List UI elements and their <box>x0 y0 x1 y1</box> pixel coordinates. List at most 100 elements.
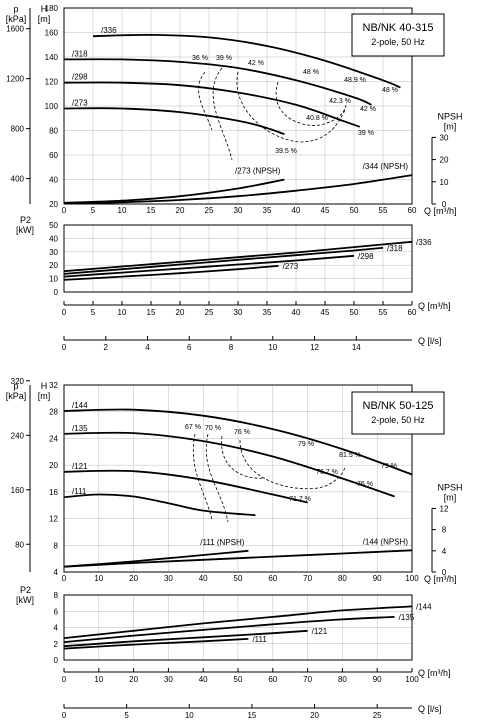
chart1-head-yunit: [m] <box>38 14 51 24</box>
chart1-npsh-tick: 0 <box>442 200 447 209</box>
chart1-subtitle: 2-pole, 50 Hz <box>371 37 425 47</box>
chart1-efficiency-label: 39.5 % <box>275 148 297 155</box>
chart1-q-tick: 60 <box>408 308 417 317</box>
chart1-head-ylabel: H <box>41 4 48 14</box>
chart2-power-series-label: /121 <box>312 627 328 636</box>
chart2-npsh-tick: 8 <box>442 526 447 535</box>
chart2-ls-tick: 25 <box>373 711 382 720</box>
chart2-q-tick: 80 <box>338 675 347 684</box>
chart1-head-xtick: 20 <box>176 206 185 215</box>
chart2-power-yunit: [kW] <box>16 595 34 605</box>
chart1-q-tick: 25 <box>205 308 214 317</box>
chart1-head-curve-336 <box>92 33 401 89</box>
chart2-efficiency-label: 67 % <box>185 424 201 431</box>
chart2-ls-tick: 5 <box>124 711 129 720</box>
chart1-power-ytick: 40 <box>49 234 58 243</box>
chart2-head-xtick: 70 <box>303 574 312 583</box>
chart1-power-series-label: /336 <box>416 238 432 247</box>
chart1-head-xtick: 15 <box>147 206 156 215</box>
chart1-ls-tick: 10 <box>268 343 277 352</box>
chart2-title: NB/NK 50-125 <box>363 400 434 412</box>
chart2-subtitle: 2-pole, 50 Hz <box>371 415 425 425</box>
chart2-head-xtick: 100 <box>405 574 419 583</box>
chart2-q-tick: 20 <box>129 675 138 684</box>
chart1-head-curve-318 <box>63 58 372 106</box>
chart1-efficiency-label: 48 % <box>303 69 319 76</box>
chart1-head-series-label: /298 <box>72 73 88 82</box>
chart1-head-ytick: 80 <box>49 127 58 136</box>
chart2-q-tick: 50 <box>234 675 243 684</box>
chart1-head-curve-298 <box>63 81 361 128</box>
chart2-efficiency-label: 71.7 % <box>289 496 311 503</box>
chart2-npsh-series-label: /111 (NPSH) <box>200 538 244 547</box>
chart2-head-ytick: 32 <box>49 381 58 390</box>
chart2-iso-efficiency-curve <box>206 433 229 523</box>
chart1-power-series-label: /298 <box>358 252 374 261</box>
chart2-head-ylabel: H <box>41 381 48 391</box>
chart1-head-xtick: 45 <box>321 206 330 215</box>
chart2-head-curve-111 <box>63 493 256 517</box>
chart2-head-xtick: 10 <box>94 574 103 583</box>
chart1-power-curve-318 <box>63 246 384 275</box>
chart2-npsh-tick: 12 <box>440 504 449 513</box>
chart1-power-curve-298 <box>63 254 355 278</box>
chart2-power-series-label: /111 <box>252 635 267 644</box>
chart1-head-xtick: 60 <box>408 206 417 215</box>
chart2-ls-label: Q [l/s] <box>418 704 442 714</box>
chart1-title-box <box>351 13 445 57</box>
chart2-power-ytick: 8 <box>54 591 59 600</box>
chart2-power-ylabel: P2 <box>20 585 31 595</box>
chart1-head-xtick: 0 <box>62 206 67 215</box>
chart2-head-xtick: 50 <box>234 574 243 583</box>
chart1-q-label: Q [m³/h] <box>418 301 451 311</box>
chart1-head-ytick: 120 <box>45 78 59 87</box>
chart1-power-series-label: /318 <box>387 244 403 253</box>
chart1-ls-tick: 6 <box>187 343 192 352</box>
chart1-title: NB/NK 40-315 <box>363 22 434 34</box>
chart2-q-tick: 30 <box>164 675 173 684</box>
chart1-ls-tick: 2 <box>104 343 109 352</box>
chart2-head-series-label: /111 <box>72 487 87 496</box>
chart1-kpa-label: p <box>13 4 18 14</box>
chart1-head-ytick: 140 <box>45 53 59 62</box>
chart1-head-curve-273 <box>63 107 285 136</box>
chart1-head-xtick: 25 <box>205 206 214 215</box>
chart1-iso-efficiency-curve <box>236 71 346 143</box>
chart2-head-xtick: 40 <box>199 574 208 583</box>
chart1-npsh-curve <box>63 178 285 204</box>
chart1-head-series-label: /273 <box>72 98 88 107</box>
chart2-head-ytick: 12 <box>49 515 58 524</box>
chart1-power-ytick: 0 <box>54 288 59 297</box>
chart1-power-ytick: 10 <box>49 275 58 284</box>
chart1-npsh-curve <box>63 174 413 205</box>
chart1-power-ylabel: P2 <box>20 215 31 225</box>
chart1-kpa-unit: [kPa] <box>6 14 27 24</box>
chart2-efficiency-label: 76 % <box>234 429 250 436</box>
chart2-power-curve-121 <box>63 629 308 648</box>
chart2-power-ytick: 0 <box>54 656 59 665</box>
chart2-npsh-series-label: /144 (NPSH) <box>363 537 409 546</box>
chart2-head-frame <box>63 384 413 573</box>
chart1-power-frame <box>63 224 413 293</box>
chart2-head-ytick: 16 <box>49 488 58 497</box>
chart1-q-tick: 10 <box>118 308 127 317</box>
chart1-npsh-unit: [m] <box>444 121 457 131</box>
chart2-npsh-label: NPSH <box>437 482 462 492</box>
chart1-efficiency-label: 48 % <box>382 87 398 94</box>
chart2-head-xtick: 80 <box>338 574 347 583</box>
chart2-efficiency-label: 79 % <box>298 441 314 448</box>
chart1-head-ytick: 40 <box>49 176 58 185</box>
chart1-head-xtick: 55 <box>379 206 388 215</box>
chart1-ls-tick: 14 <box>352 343 361 352</box>
chart2-power-series-label: /135 <box>399 613 415 622</box>
chart1-npsh-tick: 20 <box>440 156 449 165</box>
chart1-q-tick: 40 <box>292 308 301 317</box>
chart1-efficiency-label: 40.8 % <box>306 115 328 122</box>
chart1-iso-efficiency-curve <box>198 71 213 131</box>
chart2-q-tick: 40 <box>199 675 208 684</box>
chart2-npsh-tick: 4 <box>442 547 447 556</box>
chart1-efficiency-label: 39 % <box>358 130 374 137</box>
chart2-power-ytick: 4 <box>54 624 59 633</box>
chart1-head-ytick: 180 <box>45 4 59 13</box>
